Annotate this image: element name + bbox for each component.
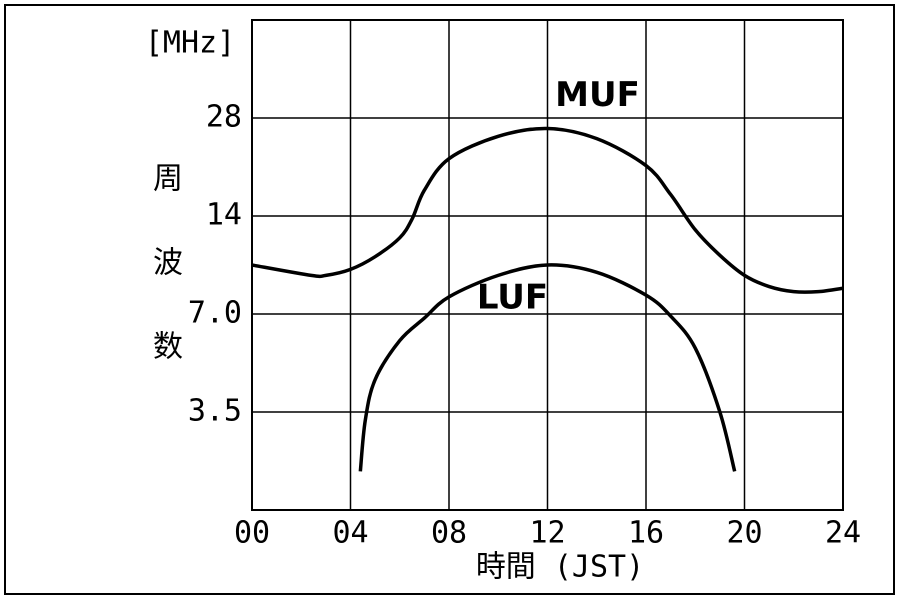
y-tick-label: 7.0	[188, 296, 242, 331]
series-label: LUF	[477, 277, 548, 317]
series-label: MUF	[555, 75, 640, 115]
series-line	[251, 126, 844, 294]
x-tick-label: 04	[332, 516, 368, 551]
y-tick-label: 14	[206, 198, 242, 233]
x-tick-label: 08	[431, 516, 467, 551]
x-tick-label: 12	[529, 516, 565, 551]
x-tick-label: 00	[234, 516, 270, 551]
y-tick-label: 3.5	[188, 394, 242, 429]
y-axis-label: 波	[153, 246, 183, 281]
frame	[4, 4, 895, 595]
y-axis-label: 数	[153, 330, 183, 365]
y-unit-label: [MHz]	[145, 26, 235, 61]
x-axis-label: 時間 (JST)	[476, 550, 644, 585]
x-tick-label: 16	[628, 516, 664, 551]
y-axis-label: 周	[153, 162, 183, 197]
x-tick-label: 24	[825, 516, 861, 551]
y-tick-label: 28	[206, 100, 242, 135]
series-line	[358, 263, 737, 472]
x-tick-label: 20	[726, 516, 762, 551]
